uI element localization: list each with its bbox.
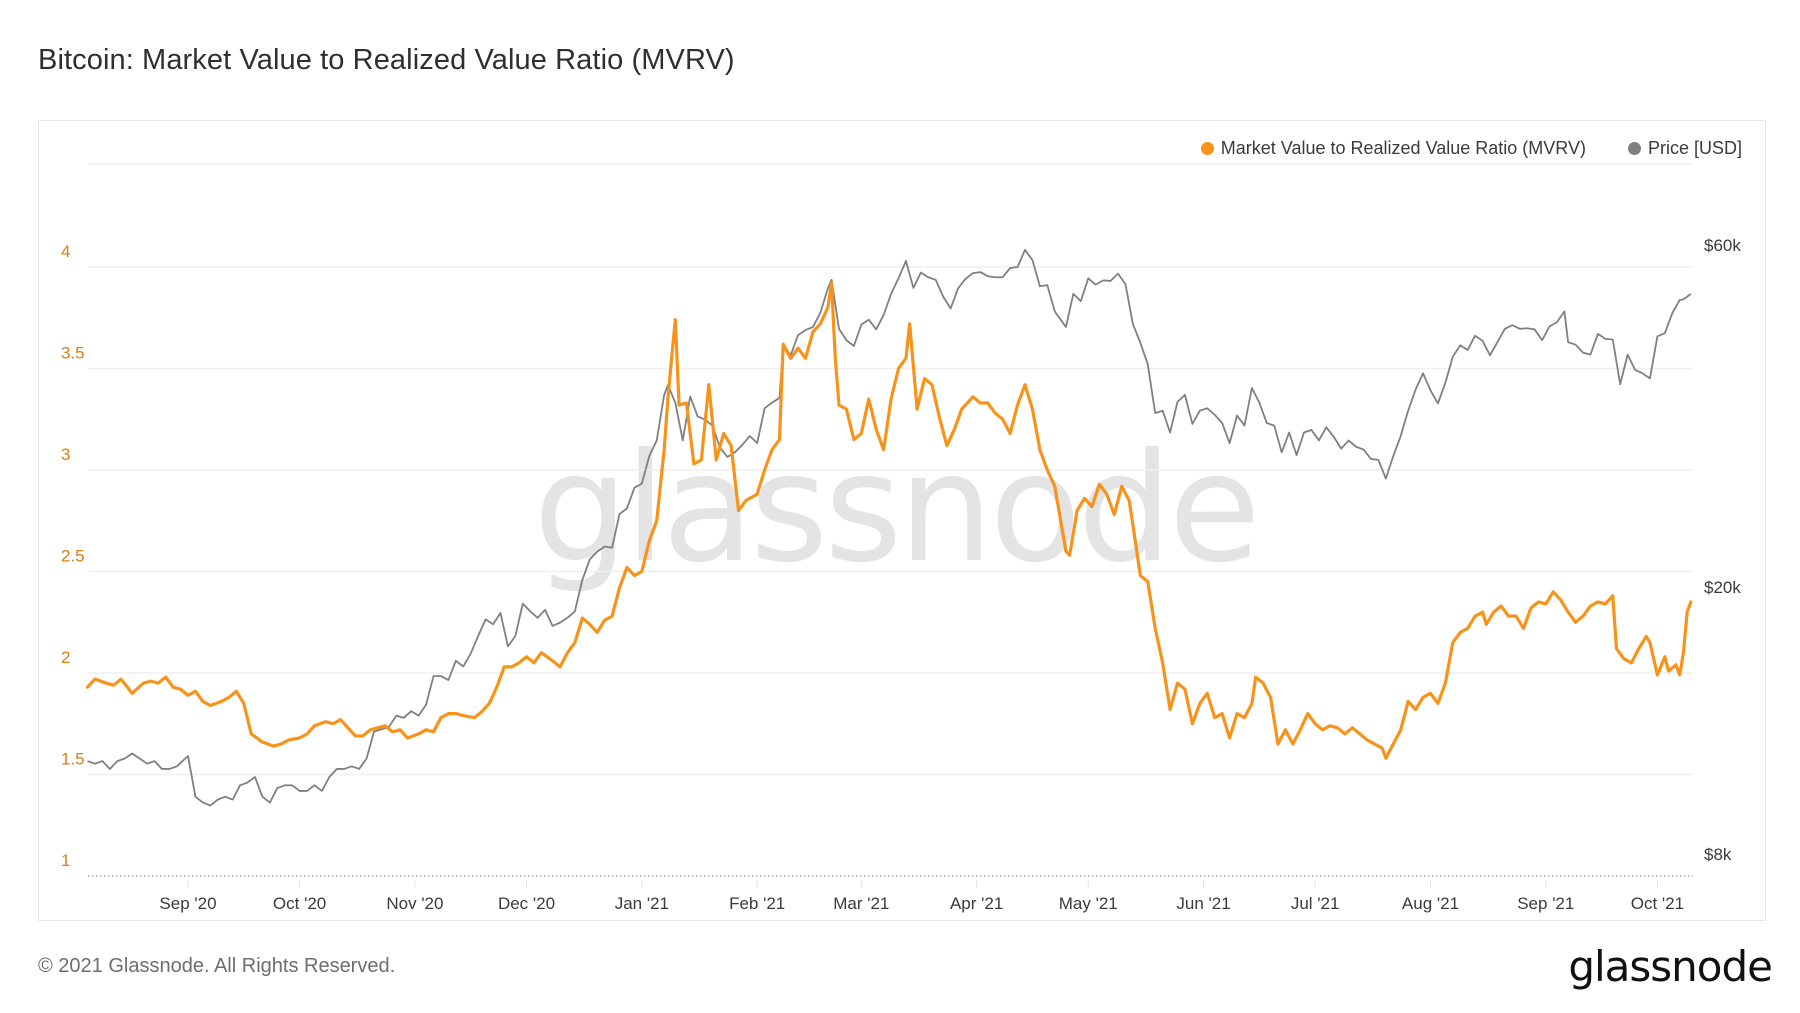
chart-legend: Market Value to Realized Value Ratio (MV… [1200,138,1742,159]
legend-label-mvrv: Market Value to Realized Value Ratio (MV… [1220,138,1586,158]
legend-label-price: Price [USD] [1647,138,1742,158]
chart-panel [38,120,1766,921]
x-tick-label: Oct '21 [1631,894,1684,913]
copyright-footer: © 2021 Glassnode. All Rights Reserved. [38,955,396,977]
price-series-line [87,248,1692,807]
y-left-tick-label: 2 [61,648,70,667]
x-tick-label: Feb '21 [729,894,785,913]
y-right-tick-label: $20k [1704,578,1741,597]
y-left-tick-label: 1.5 [61,750,85,769]
x-tick-label: Oct '20 [273,894,326,913]
y-right-tick-label: $60k [1704,236,1741,255]
mvrv-series-line [85,281,1693,760]
y-left-tick-label: 4 [61,242,70,261]
x-tick-label: Sep '20 [159,894,216,913]
y-left-tick-label: 2.5 [61,547,85,566]
x-tick-label: May '21 [1059,894,1118,913]
x-tick-label: Jun '21 [1176,894,1230,913]
y-right-tick-label: $8k [1704,845,1732,864]
x-tick-label: Dec '20 [498,894,555,913]
legend-dot-mvrv-icon [1200,142,1214,155]
x-tick-label: Apr '21 [950,894,1003,913]
y-left-tick-label: 3.5 [61,344,85,363]
y-left-tick-label: 1 [61,851,70,870]
legend-item-price[interactable]: Price [USD] [1627,138,1742,159]
x-tick-label: Aug '21 [1402,894,1459,913]
page-title: Bitcoin: Market Value to Realized Value … [38,44,735,76]
legend-item-mvrv[interactable]: Market Value to Realized Value Ratio (MV… [1200,138,1586,159]
glassnode-logo: glassnode [1568,942,1773,991]
legend-dot-price-icon [1627,142,1641,155]
x-tick-label: Jan '21 [615,894,669,913]
x-tick-label: Mar '21 [833,894,889,913]
x-tick-label: Sep '21 [1517,894,1574,913]
y-left-tick-label: 3 [61,445,70,464]
x-tick-label: Jul '21 [1291,894,1340,913]
x-tick-label: Nov '20 [386,894,443,913]
